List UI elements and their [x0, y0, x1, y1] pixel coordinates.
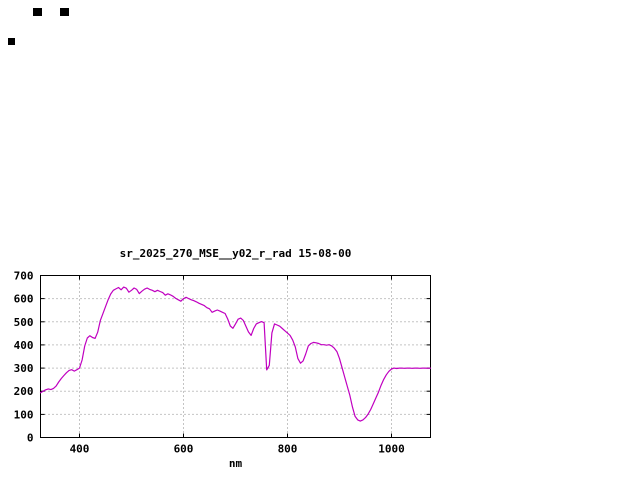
y-tick-label: 100 [14, 408, 34, 421]
x-axis-label: nm [228, 457, 243, 470]
screen-artifact [8, 38, 15, 45]
spectrum-line [39, 286, 432, 422]
y-tick-label: 200 [14, 385, 34, 398]
x-tick-label: 800 [278, 443, 298, 456]
y-tick-label: 700 [14, 270, 34, 283]
y-tick-label: 400 [14, 339, 34, 352]
screen-artifact [33, 8, 42, 16]
y-tick-label: 500 [14, 316, 34, 329]
x-tick-label: 600 [174, 443, 194, 456]
y-tick-label: 0 [27, 432, 34, 445]
x-tick-label: 1000 [378, 443, 405, 456]
screen-artifact [60, 8, 69, 16]
y-tick-label: 600 [14, 293, 34, 306]
plot-border [40, 275, 431, 438]
x-tick-label: 400 [70, 443, 90, 456]
y-tick-label: 300 [14, 362, 34, 375]
chart-title: sr_2025_270_MSE__y02_r_rad 15-08-00 [119, 247, 352, 260]
